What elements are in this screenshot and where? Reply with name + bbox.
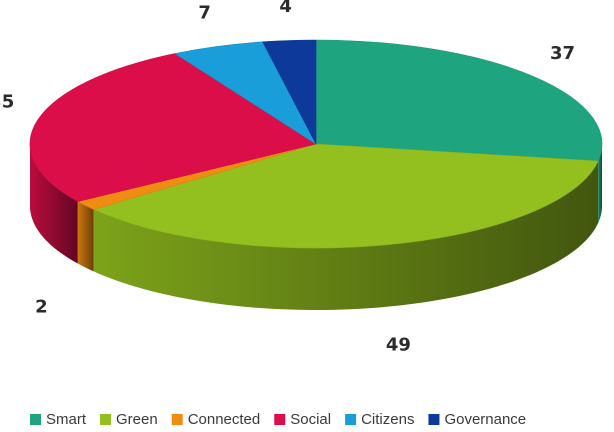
- legend-label-governance: Governance: [444, 411, 526, 428]
- legend-label-citizens: Citizens: [361, 411, 414, 428]
- legend-label-smart: Smart: [46, 411, 87, 428]
- slice-social: [29, 53, 317, 202]
- legend-item-citizens: Citizens: [345, 411, 414, 428]
- legend-item-connected: Connected: [171, 411, 261, 428]
- legend-swatch-connected: [171, 414, 183, 425]
- data-label-governance: 4: [279, 0, 292, 17]
- side-smart: [598, 144, 602, 223]
- data-label-citizens: 7: [198, 3, 211, 24]
- pie-tops: [29, 39, 603, 249]
- data-label-green: 49: [386, 335, 411, 356]
- legend-item-governance: Governance: [428, 411, 526, 428]
- data-label-smart: 37: [550, 43, 575, 64]
- slice-smart: [315, 39, 603, 162]
- side-green: [93, 160, 599, 310]
- legend-swatch-smart: [30, 414, 41, 425]
- legend-item-green: Green: [100, 411, 158, 428]
- data-label-social: 35: [0, 92, 14, 113]
- legend-swatch-governance: [428, 414, 440, 425]
- data-label-connected: 2: [35, 297, 48, 318]
- legend-item-smart: Smart: [30, 411, 87, 428]
- legend: Smart Green Connected Social Citizens Governa…: [30, 411, 526, 428]
- legend-label-social: Social: [290, 411, 331, 428]
- side-connected: [77, 201, 94, 272]
- pie-labels: 37 49 2 35 7 4: [0, 0, 575, 356]
- legend-swatch-green: [100, 414, 112, 425]
- legend-label-green: Green: [116, 411, 158, 428]
- slice-green: [92, 143, 599, 249]
- slice-governance: [262, 39, 317, 145]
- legend-swatch-citizens: [345, 414, 357, 425]
- legend-swatch-social: [274, 414, 286, 425]
- legend-item-social: Social: [274, 411, 331, 428]
- legend-label-connected: Connected: [188, 411, 261, 428]
